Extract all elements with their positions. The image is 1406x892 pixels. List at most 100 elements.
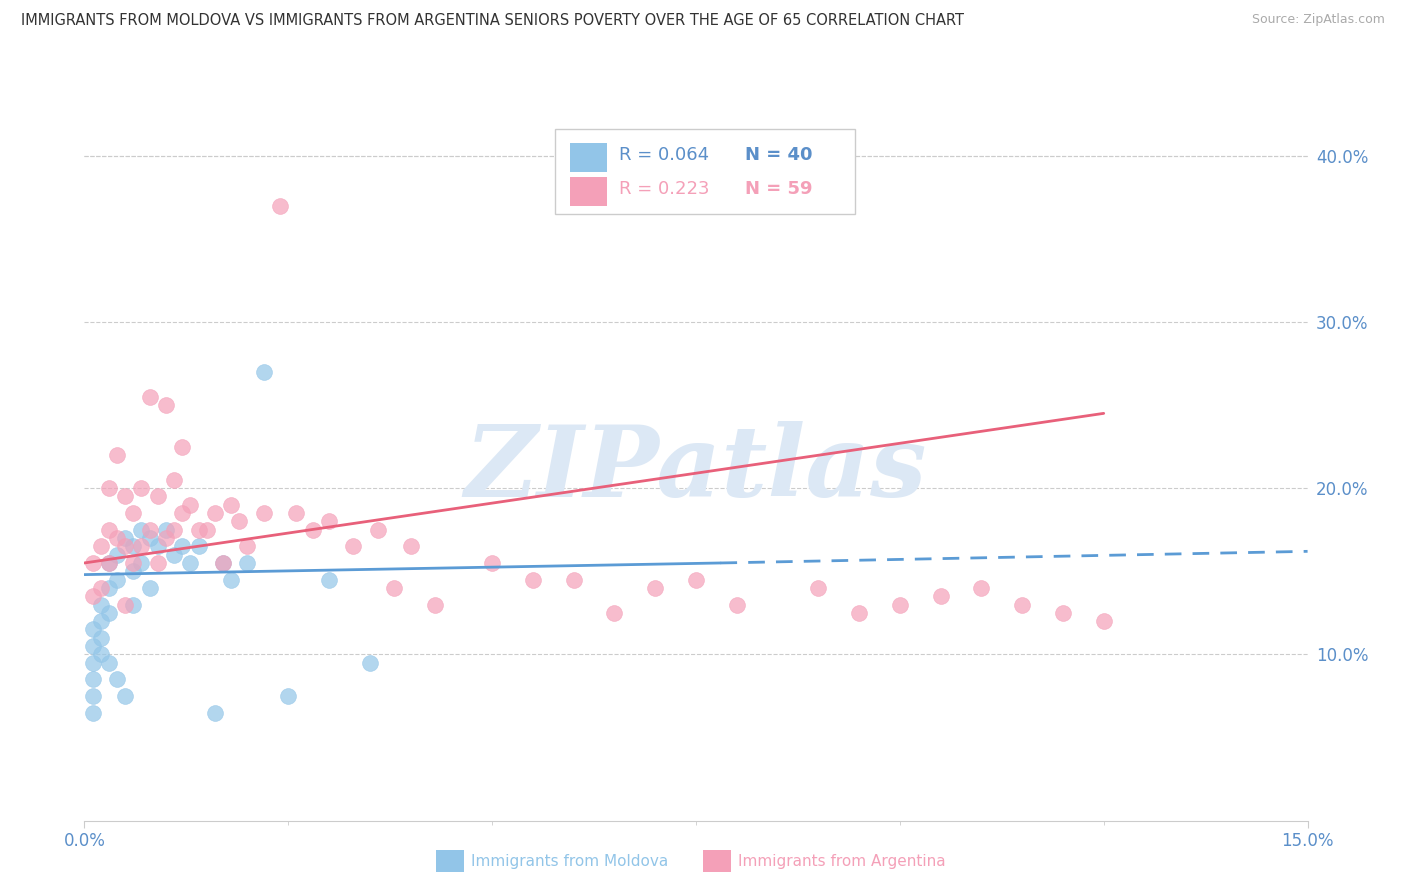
Point xyxy=(122,506,145,520)
Point xyxy=(146,539,169,553)
Point xyxy=(122,564,145,578)
Point xyxy=(82,639,104,653)
Point xyxy=(90,598,112,612)
Point xyxy=(114,490,136,504)
Point xyxy=(277,689,299,703)
Text: N = 40: N = 40 xyxy=(745,146,813,164)
Point xyxy=(122,598,145,612)
Point xyxy=(90,614,112,628)
Text: R = 0.223: R = 0.223 xyxy=(619,180,710,198)
Point xyxy=(253,506,276,520)
Point xyxy=(82,556,104,570)
Point xyxy=(603,606,626,620)
Point xyxy=(114,539,136,553)
Point xyxy=(155,531,177,545)
Point xyxy=(97,656,120,670)
Point xyxy=(97,556,120,570)
Point xyxy=(342,539,364,553)
Point xyxy=(179,498,201,512)
Point xyxy=(131,481,153,495)
Point xyxy=(212,556,235,570)
Point xyxy=(1011,598,1033,612)
Text: Source: ZipAtlas.com: Source: ZipAtlas.com xyxy=(1251,13,1385,27)
Point xyxy=(1052,606,1074,620)
Point xyxy=(172,440,194,454)
Point xyxy=(204,506,226,520)
Point xyxy=(269,198,291,212)
Text: ZIPatlas: ZIPatlas xyxy=(465,421,927,517)
Point xyxy=(219,573,242,587)
Point xyxy=(359,656,381,670)
Point xyxy=(725,598,748,612)
Point xyxy=(848,606,870,620)
Point xyxy=(90,648,112,662)
Point xyxy=(105,573,128,587)
Point xyxy=(131,556,153,570)
Point xyxy=(1092,614,1115,628)
Point xyxy=(889,598,911,612)
Point xyxy=(644,581,666,595)
Point xyxy=(90,581,112,595)
Point xyxy=(807,581,830,595)
Point xyxy=(131,523,153,537)
Point xyxy=(212,556,235,570)
Bar xyxy=(569,177,606,206)
Text: N = 59: N = 59 xyxy=(745,180,813,198)
Point xyxy=(179,556,201,570)
Text: Immigrants from Moldova: Immigrants from Moldova xyxy=(471,855,668,869)
Bar xyxy=(569,143,606,172)
Point xyxy=(82,689,104,703)
Point xyxy=(82,589,104,603)
Point xyxy=(172,539,194,553)
Text: Immigrants from Argentina: Immigrants from Argentina xyxy=(738,855,946,869)
Point xyxy=(285,506,308,520)
Point xyxy=(138,523,160,537)
Point xyxy=(97,606,120,620)
Point xyxy=(146,490,169,504)
Point xyxy=(138,581,160,595)
Point xyxy=(90,539,112,553)
Point xyxy=(105,548,128,562)
Point xyxy=(82,706,104,720)
Point xyxy=(253,365,276,379)
Point xyxy=(172,506,194,520)
Point xyxy=(105,673,128,687)
Point xyxy=(562,573,585,587)
Point xyxy=(929,589,952,603)
Point xyxy=(522,573,544,587)
Point xyxy=(187,523,209,537)
Point xyxy=(163,523,186,537)
Point xyxy=(382,581,405,595)
Point xyxy=(367,523,389,537)
FancyBboxPatch shape xyxy=(555,129,855,213)
Point xyxy=(90,631,112,645)
Point xyxy=(481,556,503,570)
Point xyxy=(155,523,177,537)
Point xyxy=(138,390,160,404)
Point xyxy=(219,498,242,512)
Point xyxy=(114,689,136,703)
Point xyxy=(163,473,186,487)
Point xyxy=(82,673,104,687)
Point xyxy=(146,556,169,570)
Point xyxy=(105,531,128,545)
Point xyxy=(114,531,136,545)
Point xyxy=(114,598,136,612)
Point xyxy=(97,481,120,495)
Point xyxy=(301,523,323,537)
Point xyxy=(318,515,340,529)
Point xyxy=(195,523,218,537)
Point xyxy=(138,531,160,545)
Point xyxy=(131,539,153,553)
Point xyxy=(318,573,340,587)
Text: R = 0.064: R = 0.064 xyxy=(619,146,709,164)
Point xyxy=(163,548,186,562)
Point xyxy=(399,539,422,553)
Point xyxy=(236,539,259,553)
Point xyxy=(105,448,128,462)
Point xyxy=(204,706,226,720)
Point xyxy=(122,556,145,570)
Point xyxy=(228,515,250,529)
Point xyxy=(423,598,446,612)
Text: IMMIGRANTS FROM MOLDOVA VS IMMIGRANTS FROM ARGENTINA SENIORS POVERTY OVER THE AG: IMMIGRANTS FROM MOLDOVA VS IMMIGRANTS FR… xyxy=(21,13,965,29)
